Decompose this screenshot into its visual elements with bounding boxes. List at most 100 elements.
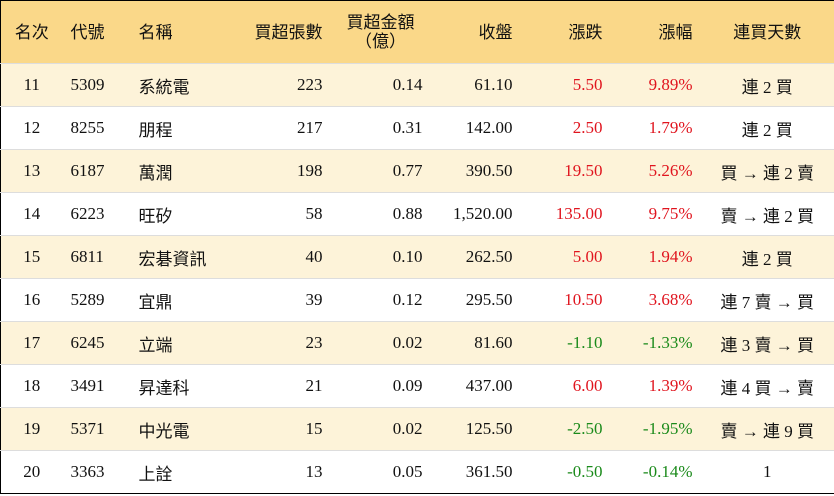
table-cell: -1.10	[520, 321, 611, 365]
table-cell: 連 3 賣 → 買	[700, 321, 834, 365]
table-cell: 17	[0, 321, 63, 365]
table-cell: 宏碁資訊	[130, 235, 231, 279]
table-cell: -1.95%	[610, 407, 701, 451]
table-cell: 0.05	[330, 450, 431, 494]
table-cell: 142.00	[430, 106, 521, 150]
table-cell: 61.10	[430, 63, 521, 107]
table-cell: 1	[700, 450, 834, 494]
table-cell: 16	[0, 278, 63, 322]
table-cell: 1.94%	[610, 235, 701, 279]
table-cell: 5289	[62, 278, 131, 322]
table-cell: 13	[230, 450, 331, 494]
table-cell: 宜鼎	[130, 278, 231, 322]
table-cell: -0.14%	[610, 450, 701, 494]
table-cell: 5.50	[520, 63, 611, 107]
table-cell: 19.50	[520, 149, 611, 193]
column-header: 漲幅	[610, 0, 701, 64]
table-cell: 連 4 買 → 賣	[700, 364, 834, 408]
table-cell: 13	[0, 149, 63, 193]
table-cell: 295.50	[430, 278, 521, 322]
table-cell: 旺矽	[130, 192, 231, 236]
table-cell: 21	[230, 364, 331, 408]
table-cell: 5371	[62, 407, 131, 451]
table-cell: -1.33%	[610, 321, 701, 365]
table-row: 12 8255 朋程 217 0.31 142.00 2.50 1.79% 連 2 買	[0, 106, 834, 150]
table-row: 19 5371 中光電 15 0.02 125.50 -2.50 -1.95% 賣 → 連 9 …	[0, 407, 834, 451]
table-row: 14 6223 旺矽 58 0.88 1,520.00 135.00 9.75% 賣 → 連 2…	[0, 192, 834, 236]
table-cell: 連 7 賣 → 買	[700, 278, 834, 322]
table-cell: 437.00	[430, 364, 521, 408]
table-body: 11 5309 系統電 223 0.14 61.10 5.50 9.89% 連 2 買 12 825…	[0, 63, 834, 494]
table-cell: 39	[230, 278, 331, 322]
table-cell: 立端	[130, 321, 231, 365]
table-cell: 10.50	[520, 278, 611, 322]
table-cell: 8255	[62, 106, 131, 150]
table-cell: 40	[230, 235, 331, 279]
table-cell: 9.75%	[610, 192, 701, 236]
table-cell: 6223	[62, 192, 131, 236]
table-cell: 朋程	[130, 106, 231, 150]
table-cell: 1.39%	[610, 364, 701, 408]
table-cell: 6245	[62, 321, 131, 365]
table-cell: 11	[0, 63, 63, 107]
table-cell: 390.50	[430, 149, 521, 193]
table-cell: 賣 → 連 9 買	[700, 407, 834, 451]
table-cell: 0.12	[330, 278, 431, 322]
table-row: 16 5289 宜鼎 39 0.12 295.50 10.50 3.68% 連 7 賣 → 買	[0, 278, 834, 322]
table-row: 20 3363 上詮 13 0.05 361.50 -0.50 -0.14% 1	[0, 450, 834, 494]
table-cell: 3363	[62, 450, 131, 494]
table-cell: 18	[0, 364, 63, 408]
table-row: 15 6811 宏碁資訊 40 0.10 262.50 5.00 1.94% 連 2 買	[0, 235, 834, 279]
table-cell: 上詮	[130, 450, 231, 494]
table-cell: 6187	[62, 149, 131, 193]
table-cell: 12	[0, 106, 63, 150]
table-cell: 262.50	[430, 235, 521, 279]
table-cell: 23	[230, 321, 331, 365]
column-header: 代號	[62, 0, 131, 64]
table-cell: 6.00	[520, 364, 611, 408]
column-header: 名次	[0, 0, 63, 64]
table-cell: 1.79%	[610, 106, 701, 150]
table-cell: 0.02	[330, 321, 431, 365]
table-cell: 58	[230, 192, 331, 236]
table-cell: 3.68%	[610, 278, 701, 322]
column-header: 名稱	[130, 0, 231, 64]
table-cell: 135.00	[520, 192, 611, 236]
table-cell: 中光電	[130, 407, 231, 451]
column-header: 漲跌	[520, 0, 611, 64]
table-cell: 0.88	[330, 192, 431, 236]
table-row: 18 3491 昇達科 21 0.09 437.00 6.00 1.39% 連 4 買 → 賣	[0, 364, 834, 408]
table-cell: 賣 → 連 2 買	[700, 192, 834, 236]
table-cell: 9.89%	[610, 63, 701, 107]
table-cell: 6811	[62, 235, 131, 279]
table-row: 17 6245 立端 23 0.02 81.60 -1.10 -1.33% 連 3 賣 → 買	[0, 321, 834, 365]
table-cell: 昇達科	[130, 364, 231, 408]
table-cell: 0.31	[330, 106, 431, 150]
table-cell: 1,520.00	[430, 192, 521, 236]
table-row: 11 5309 系統電 223 0.14 61.10 5.50 9.89% 連 2 買	[0, 63, 834, 107]
table-cell: 0.09	[330, 364, 431, 408]
table-cell: -0.50	[520, 450, 611, 494]
column-header: 連買天數	[700, 0, 834, 64]
table-cell: 0.02	[330, 407, 431, 451]
table-cell: -2.50	[520, 407, 611, 451]
table-cell: 0.10	[330, 235, 431, 279]
table-cell: 5.26%	[610, 149, 701, 193]
column-header: 買超張數	[230, 0, 331, 64]
table-cell: 連 2 買	[700, 235, 834, 279]
table-cell: 0.14	[330, 63, 431, 107]
table-cell: 2.50	[520, 106, 611, 150]
table-cell: 81.60	[430, 321, 521, 365]
table-cell: 20	[0, 450, 63, 494]
table-cell: 系統電	[130, 63, 231, 107]
table-cell: 15	[230, 407, 331, 451]
table-cell: 連 2 買	[700, 63, 834, 107]
table-cell: 15	[0, 235, 63, 279]
table-cell: 3491	[62, 364, 131, 408]
table-cell: 5.00	[520, 235, 611, 279]
table-row: 13 6187 萬潤 198 0.77 390.50 19.50 5.26% 買 → 連 2 賣	[0, 149, 834, 193]
table-cell: 萬潤	[130, 149, 231, 193]
table-cell: 19	[0, 407, 63, 451]
